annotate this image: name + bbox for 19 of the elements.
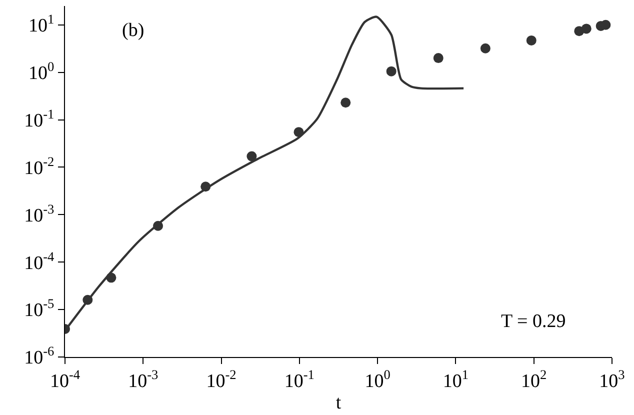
x-tick-label: 10$^{0}$: [364, 366, 391, 392]
y-tick-label: 10$^{-5}$: [24, 296, 55, 322]
x-tick-label: 10$^{-4}$: [50, 366, 80, 392]
y-tick-label: 10$^{-4}$: [24, 248, 55, 274]
y-tick-label: 10$^{-6}$: [24, 344, 55, 369]
x-axis-title: t: [336, 392, 342, 414]
x-tick-label: 10$^{-3}$: [128, 366, 159, 392]
x-tick-label: 10$^{-1}$: [284, 366, 314, 392]
annotation: T = 0.29: [501, 311, 566, 332]
x-tick-label: 10$^{1}$: [442, 366, 469, 392]
x-tick-label: 10$^{3}$: [599, 366, 626, 392]
x-tick-label: 10$^{2}$: [521, 366, 547, 392]
y-tick-label: 10$^{-1}$: [24, 106, 54, 132]
y-tick-label: 10$^{-3}$: [24, 201, 55, 226]
annotation: (b): [122, 20, 144, 41]
y-tick-label: 10$^{1}$: [28, 12, 54, 37]
x-tick-label: 10$^{-2}$: [206, 366, 236, 392]
y-tick-label: 10$^{0}$: [28, 59, 55, 84]
y-tick-label: 10$^{-2}$: [24, 154, 54, 179]
